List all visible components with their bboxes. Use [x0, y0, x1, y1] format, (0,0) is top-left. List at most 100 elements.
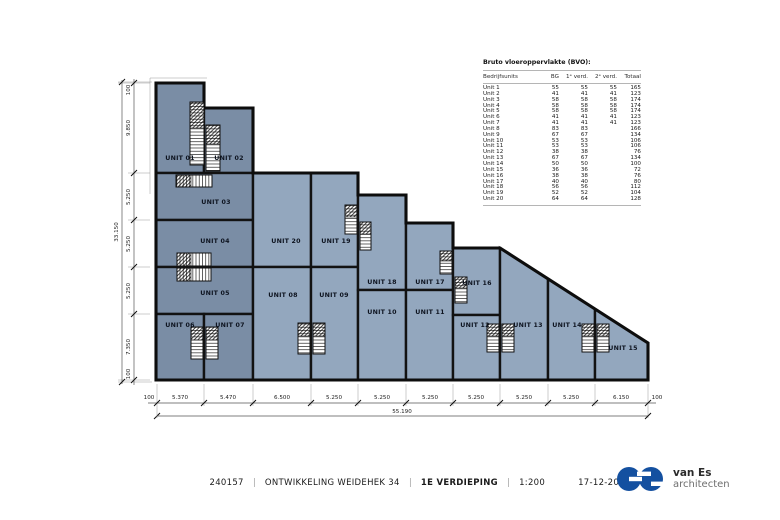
table-row: Unit 17 40 40 80	[483, 178, 641, 186]
cell-v2: 41	[609, 120, 617, 127]
stair-unit-12	[486, 323, 500, 353]
table-row: Unit 13 67 67 134	[483, 155, 641, 162]
cell-v1: 64	[580, 196, 588, 203]
table-row: Unit 12 38 38 76	[483, 149, 641, 156]
cell-v1: 38	[580, 149, 588, 156]
cell-v1: 52	[580, 190, 588, 197]
cell-total: 134	[630, 131, 641, 138]
cell-bg: 58	[551, 102, 559, 109]
table-row: Unit 3 58 58 58 174	[483, 96, 641, 104]
separator: |	[252, 478, 256, 488]
stair-unit-09	[312, 322, 326, 355]
unit-03-label: UNIT 03	[201, 199, 230, 206]
project-number: 240157	[209, 478, 244, 488]
cell-unit: Unit 12	[483, 149, 504, 156]
dim-bottom-2: 5.470	[220, 395, 236, 401]
dim-bottom-7: 5.250	[468, 395, 484, 401]
cell-v1: 38	[580, 172, 588, 179]
table-row: Unit 8 83 83 166	[483, 126, 641, 133]
cell-total: 174	[630, 102, 641, 109]
dim-bottom-5: 5.250	[374, 395, 390, 401]
dim-left-3: 5.250	[126, 236, 132, 252]
bvo-table-title: Bruto vloeroppervlakte (BVO):	[483, 59, 591, 66]
unit-02-label: UNIT 02	[214, 155, 243, 162]
table-row: Unit 1 55 55 55 165	[483, 85, 641, 92]
unit-11-area	[404, 288, 455, 382]
cell-total: 123	[630, 120, 641, 127]
separator: |	[408, 478, 412, 488]
cell-v1: 67	[580, 131, 588, 138]
unit-10-area	[356, 288, 408, 382]
cell-v1: 58	[580, 108, 588, 115]
unit-06-label: UNIT 06	[165, 322, 195, 329]
cell-v2: 41	[609, 90, 617, 97]
cell-total: 174	[630, 96, 641, 103]
cell-unit: Unit 14	[483, 160, 504, 167]
cell-total: 112	[630, 184, 641, 191]
cell-bg: 40	[551, 178, 559, 185]
cell-v1: 58	[580, 102, 588, 109]
unit-05-label: UNIT 05	[200, 290, 229, 297]
dimension-left: 100 9.850 5.250 5.250 5.250 7.350 100 33…	[114, 78, 152, 386]
stair-unit-19	[344, 204, 358, 235]
cell-total: 76	[633, 149, 641, 156]
cell-v2: 58	[609, 108, 617, 115]
table-row: Unit 6 41 41 41 123	[483, 114, 641, 121]
cell-total: 106	[630, 137, 641, 144]
dim-left-6: 100	[126, 368, 132, 379]
stair-unit-03	[175, 174, 213, 188]
drawing-name: 1E VERDIEPING	[420, 478, 498, 488]
cell-total: 104	[630, 190, 641, 197]
cell-v1: 55	[580, 85, 588, 91]
unit-15-label: UNIT 15	[608, 345, 637, 352]
cell-v1: 50	[580, 160, 588, 167]
unit-16-label: UNIT 16	[462, 280, 492, 287]
unit-14-label: UNIT 14	[552, 322, 582, 329]
unit-07-label: UNIT 07	[215, 322, 244, 329]
cell-v1: 58	[580, 96, 588, 103]
cell-unit: Unit 7	[483, 120, 500, 127]
separator: |	[506, 478, 511, 488]
cell-total: 80	[633, 178, 641, 185]
table-row: Unit 19 52 52 104	[483, 190, 641, 197]
cell-bg: 41	[551, 90, 559, 97]
cell-unit: Unit 17	[483, 178, 504, 185]
stair-unit-18	[359, 221, 372, 251]
table-row: Unit 15 36 36 72	[483, 166, 641, 174]
dim-bottom-3: 6.500	[274, 395, 290, 401]
cell-bg: 36	[551, 166, 559, 173]
unit-18-label: UNIT 18	[367, 279, 396, 286]
floor-plan-drawing: UNIT 01 UNIT 02 UNIT 03 UNIT 04 UNIT 05 …	[114, 77, 663, 420]
cell-bg: 58	[551, 96, 559, 103]
unit-20-area	[251, 171, 313, 269]
cell-bg: 55	[551, 85, 559, 91]
cell-bg: 53	[551, 143, 559, 150]
table-row: Unit 2 41 41 41 123	[483, 90, 641, 98]
unit-19-label: UNIT 19	[321, 238, 350, 245]
cell-v1: 41	[580, 114, 588, 121]
cell-bg: 64	[551, 196, 559, 203]
stair-unit-07	[205, 326, 219, 360]
dim-left-5: 7.350	[126, 339, 132, 355]
bvo-header-units: Bedrijfsunits	[483, 73, 518, 80]
cell-bg: 41	[551, 120, 559, 127]
dim-left-0: 100	[126, 84, 132, 95]
roof-contour-line	[149, 77, 207, 194]
unit-13-area	[498, 245, 550, 382]
cell-bg: 50	[551, 160, 559, 167]
table-row: Unit 20 64 64 128	[483, 196, 641, 203]
table-row: Unit 18 56 56 112	[483, 184, 641, 191]
unit-20-label: UNIT 20	[271, 238, 301, 245]
bvo-header-v1: 1ᵉ verd.	[566, 73, 588, 80]
cell-bg: 67	[551, 155, 559, 162]
drawing-date: 17-12-2024	[578, 478, 631, 488]
cell-total: 106	[630, 143, 641, 150]
cell-v2: 58	[609, 96, 617, 103]
cell-v1: 40	[580, 178, 588, 185]
stair-unit-02	[205, 124, 221, 172]
drawing-scale: 1:200	[519, 478, 546, 488]
cell-total: 100	[630, 160, 641, 167]
cell-unit: Unit 3	[483, 96, 500, 103]
building-outline	[154, 81, 650, 382]
